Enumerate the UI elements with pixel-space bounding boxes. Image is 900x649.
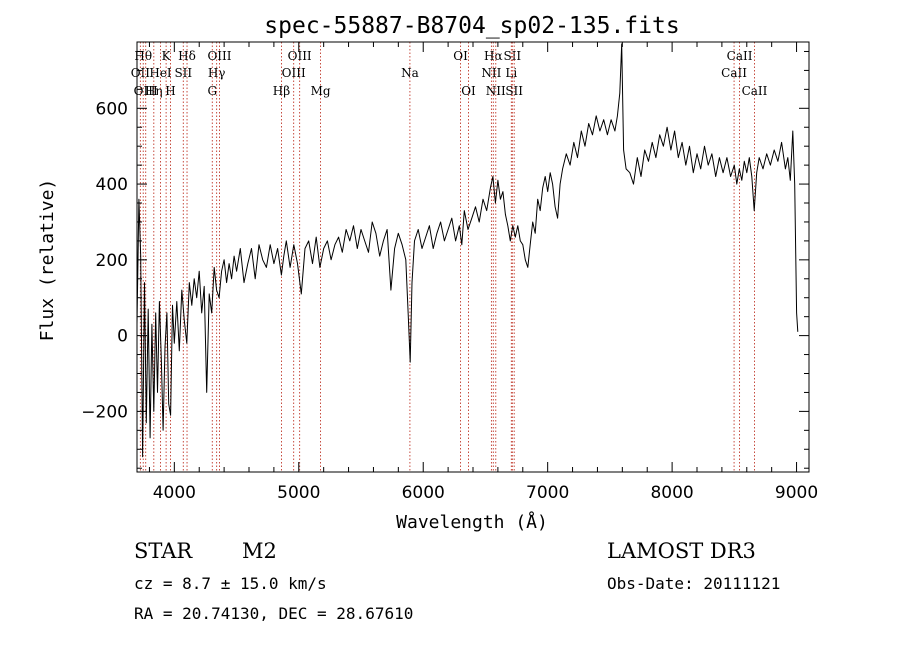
- emission-lines: OIIHθOIIIHηHeIKHSIIHδGHγOIIIHβOIIIOIIIMg…: [131, 42, 768, 472]
- emission-line-label: OIII: [207, 49, 231, 63]
- emission-line-label: Mg: [311, 84, 331, 98]
- x-tick-label: 4000: [153, 483, 196, 503]
- emission-line-label: HeI: [149, 66, 172, 80]
- spectrum-line: [136, 43, 799, 458]
- emission-line-label: Na: [401, 66, 419, 80]
- x-tick-label: 7000: [526, 483, 569, 503]
- object-class: STAR: [134, 539, 193, 563]
- emission-line-label: Li: [505, 66, 517, 80]
- y-tick-label: −200: [81, 402, 128, 422]
- x-tick-label: 5000: [277, 483, 320, 503]
- y-tick-label: 400: [96, 175, 128, 195]
- object-subclass: M2: [242, 539, 277, 563]
- emission-line-label: SII: [174, 66, 192, 80]
- y-tick-label: 200: [96, 251, 128, 271]
- emission-line-label: OII: [131, 66, 151, 80]
- y-tick-label: 0: [117, 327, 128, 347]
- x-tick-label: 9000: [775, 483, 818, 503]
- emission-line-label: Hα: [484, 49, 503, 63]
- emission-line-label: Hβ: [273, 84, 290, 98]
- info-panel: STAR M2 LAMOST DR3 cz = 8.7 ± 15.0 km/s …: [134, 539, 780, 623]
- redshift-readout: cz = 8.7 ± 15.0 km/s: [134, 574, 327, 593]
- x-tick-label: 6000: [402, 483, 445, 503]
- emission-line-label: Hδ: [178, 49, 196, 63]
- spectrum-series: [136, 43, 799, 458]
- emission-line-label: CaII: [727, 49, 753, 63]
- y-axis-label: Flux (relative): [37, 179, 58, 342]
- emission-line-label: Hθ: [134, 49, 152, 63]
- plot-frame: [136, 41, 810, 473]
- emission-line-label: G: [207, 84, 217, 98]
- x-axis-label: Wavelength (Å): [396, 511, 548, 533]
- emission-line-label: H: [165, 84, 175, 98]
- emission-line-label: CaII: [721, 66, 747, 80]
- emission-line-label: CaII: [742, 84, 768, 98]
- chart-title: spec-55887-B8704_sp02-135.fits: [264, 13, 679, 39]
- emission-line-label: Hη: [145, 84, 163, 98]
- emission-line-label: SII: [505, 84, 523, 98]
- coordinates-readout: RA = 20.74130, DEC = 28.67610: [134, 604, 413, 623]
- y-tick-label: 600: [96, 99, 128, 119]
- obs-date: Obs-Date: 20111121: [607, 574, 780, 593]
- emission-line-label: OI: [461, 84, 476, 98]
- emission-line-label: K: [162, 49, 172, 63]
- emission-line-label: NII: [481, 66, 501, 80]
- emission-line-label: OI: [453, 49, 468, 63]
- emission-line-label: OIII: [134, 84, 158, 98]
- emission-line-label: OIII: [282, 66, 306, 80]
- survey-name: LAMOST DR3: [607, 539, 756, 563]
- x-tick-label: 8000: [650, 483, 693, 503]
- emission-line-label: OIII: [288, 49, 312, 63]
- emission-line-label: Hγ: [208, 66, 226, 80]
- emission-line-label: NII: [486, 84, 506, 98]
- emission-line-label: SII: [503, 49, 521, 63]
- axis-ticks: 4000 5000 6000 7000 8000 9000 −200 0 200 400 600: [81, 42, 818, 503]
